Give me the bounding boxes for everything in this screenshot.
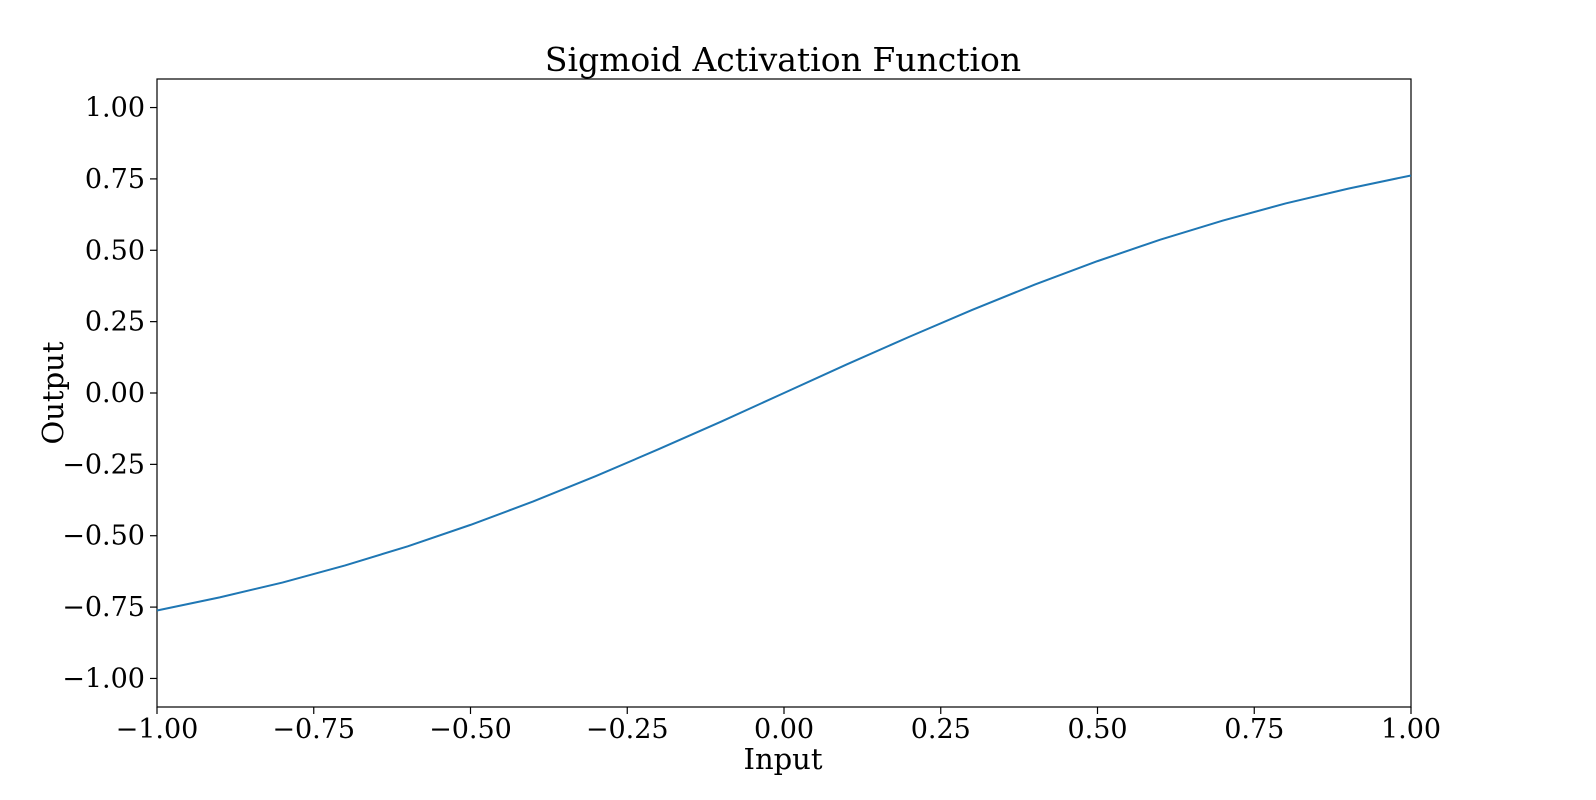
x-tick-label: 1.00	[1381, 714, 1441, 745]
x-tick-label: 0.25	[911, 714, 971, 745]
x-axis: −1.00 −0.75 −0.50 −0.25 0.00 0.25 0.50 0.75 1.00	[116, 707, 1441, 745]
series-line	[156, 174, 1412, 612]
x-tick-label: 0.75	[1224, 714, 1284, 745]
x-tick-label: 0.50	[1067, 714, 1127, 745]
chart-title: Sigmoid Activation Function	[545, 40, 1021, 79]
y-tick-label: −1.00	[62, 663, 145, 694]
x-tick-label: −0.50	[429, 714, 512, 745]
x-tick-label: −0.75	[272, 714, 355, 745]
y-tick-label: −0.50	[62, 521, 145, 552]
x-tick-label: 0.00	[754, 714, 814, 745]
y-axis-label: Output	[36, 341, 70, 444]
y-tick-label: 0.25	[85, 307, 145, 338]
y-tick-label: −0.25	[62, 449, 145, 480]
y-axis: −1.00 −0.75 −0.50 −0.25 0.00 0.25 0.50 0.75 1.00	[62, 93, 157, 694]
y-tick-label: 0.75	[85, 164, 145, 195]
series-layer	[156, 174, 1412, 612]
y-tick-label: 1.00	[85, 93, 145, 124]
x-tick-label: −1.00	[116, 714, 199, 745]
x-axis-label: Input	[743, 742, 822, 776]
y-tick-label: 0.00	[85, 378, 145, 409]
x-tick-label: −0.25	[586, 714, 669, 745]
y-tick-label: −0.75	[62, 592, 145, 623]
y-tick-label: 0.50	[85, 235, 145, 266]
